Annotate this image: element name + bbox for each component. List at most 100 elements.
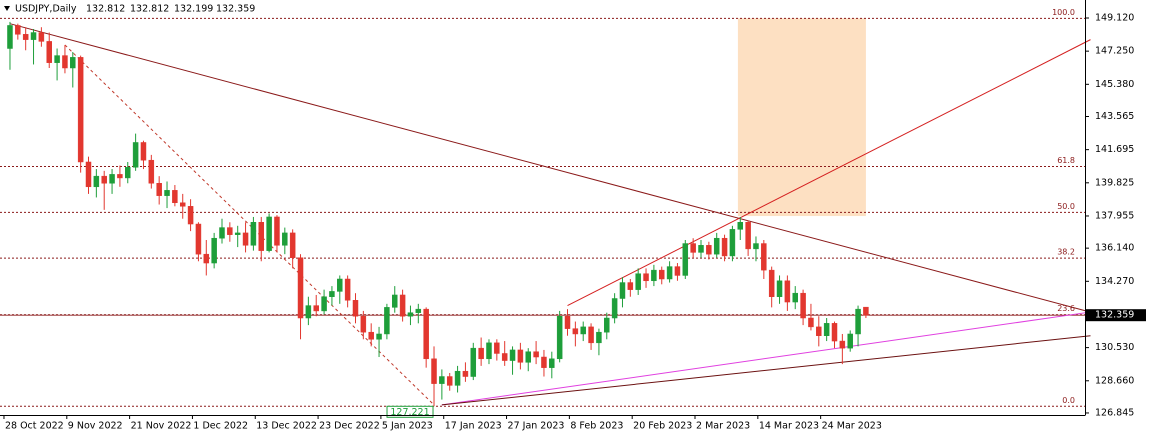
candle-body — [462, 370, 469, 377]
candle-body — [721, 237, 728, 257]
candle-body — [831, 323, 838, 342]
fib-label: 23.6 — [1057, 304, 1075, 313]
y-tick-label: 149.120 — [1095, 12, 1134, 23]
y-tick-label: 141.695 — [1095, 144, 1134, 155]
candle-body — [823, 323, 830, 336]
candle-body — [470, 347, 477, 377]
candle-body — [446, 376, 453, 386]
candle-body — [525, 351, 531, 363]
layer: 100.0 61.8 50.0 38.2 23.6 0.0 127.221 — [386, 8, 1075, 418]
candle-body — [187, 206, 194, 225]
y-tick-label: 126.845 — [1095, 407, 1134, 418]
candle-body — [93, 175, 100, 188]
candle-body — [70, 57, 76, 69]
candle-body — [305, 305, 312, 319]
candle-body — [172, 190, 178, 204]
candle-body — [258, 222, 265, 251]
low-label: 127.221 — [390, 407, 429, 418]
candle-body — [572, 328, 579, 335]
candle-body — [289, 232, 296, 258]
candle-body — [745, 222, 751, 250]
header-close: 132.359 — [216, 4, 255, 15]
candle-body — [588, 326, 594, 344]
header-low: 132.199 — [174, 4, 213, 15]
candle-body — [15, 25, 21, 35]
candle-body — [234, 232, 241, 235]
candle-body — [368, 331, 374, 340]
candle-body — [297, 257, 304, 319]
candle-body — [431, 358, 437, 384]
candle-body — [808, 317, 814, 328]
fib-label: 50.0 — [1057, 202, 1075, 211]
candle-body — [776, 280, 783, 297]
candle-body — [690, 243, 696, 253]
candle-body — [282, 232, 288, 246]
candle-body — [148, 159, 155, 184]
x-tick-label: 28 Oct 2022 — [5, 421, 64, 432]
x-tick-label: 27 Jan 2023 — [508, 421, 565, 432]
candle-body — [596, 331, 602, 344]
header-open: 132.812 — [86, 4, 125, 15]
candle-body — [22, 34, 29, 40]
candle-body — [541, 356, 547, 368]
candle-body — [611, 298, 618, 319]
candle-body — [376, 333, 382, 340]
candle-body — [132, 142, 139, 168]
candle-body — [38, 32, 45, 42]
candle-body — [619, 282, 626, 299]
zone — [737, 18, 866, 217]
x-tick-label: 23 Dec 2022 — [319, 421, 380, 432]
y-tick-label: 130.530 — [1095, 342, 1134, 353]
candle-body — [533, 351, 539, 358]
x-tick-label: 9 Nov 2022 — [68, 421, 123, 432]
y-tick-label: 145.380 — [1095, 79, 1134, 90]
candle-body — [698, 245, 704, 253]
fib-label: 61.8 — [1057, 156, 1075, 165]
candle-body — [250, 222, 257, 246]
header-high: 132.812 — [130, 4, 169, 15]
candle-body — [384, 307, 390, 335]
candle-body — [564, 315, 571, 329]
menu-arrow[interactable] — [4, 6, 10, 11]
y-tick-label: 134.270 — [1095, 276, 1134, 287]
candle-body — [439, 376, 445, 384]
candle-body — [792, 292, 798, 303]
chart-title: USDJPY,Daily — [15, 4, 77, 15]
candle-body — [737, 222, 744, 230]
x-tick-label: 13 Dec 2022 — [256, 421, 317, 432]
y-tick-label: 136.140 — [1095, 243, 1134, 254]
candle-body — [816, 326, 822, 336]
candle-body — [800, 292, 806, 319]
candle-body — [85, 161, 92, 188]
candle-body — [674, 266, 681, 276]
candle-body — [329, 291, 335, 297]
candle-body — [266, 216, 272, 251]
candle-body — [509, 349, 516, 361]
candle-body — [415, 308, 422, 313]
candle-body — [549, 358, 555, 368]
candle-body — [219, 227, 225, 239]
y-tick-label: 128.660 — [1095, 375, 1134, 386]
candle-body — [643, 273, 649, 282]
candle-body — [399, 294, 406, 317]
candle-body — [666, 266, 673, 280]
candle-body — [211, 237, 217, 264]
layer — [0, 17, 1085, 407]
trend-line — [567, 39, 1091, 307]
y-tick-label: 143.565 — [1095, 111, 1134, 122]
candle-body — [454, 370, 461, 386]
y-tick-label: 139.825 — [1095, 177, 1134, 188]
candle-body — [635, 273, 641, 290]
candle-body — [658, 269, 665, 280]
fib-label: 0.0 — [1062, 396, 1075, 405]
candle-body — [360, 315, 367, 333]
candle-body — [753, 243, 759, 250]
candle-body — [784, 280, 791, 303]
x-tick-label: 20 Feb 2023 — [633, 421, 692, 432]
candle-body — [423, 308, 429, 360]
candle-body — [30, 32, 37, 40]
candle-body — [855, 308, 861, 335]
trend-line — [441, 312, 1086, 406]
candle-body — [627, 282, 634, 290]
